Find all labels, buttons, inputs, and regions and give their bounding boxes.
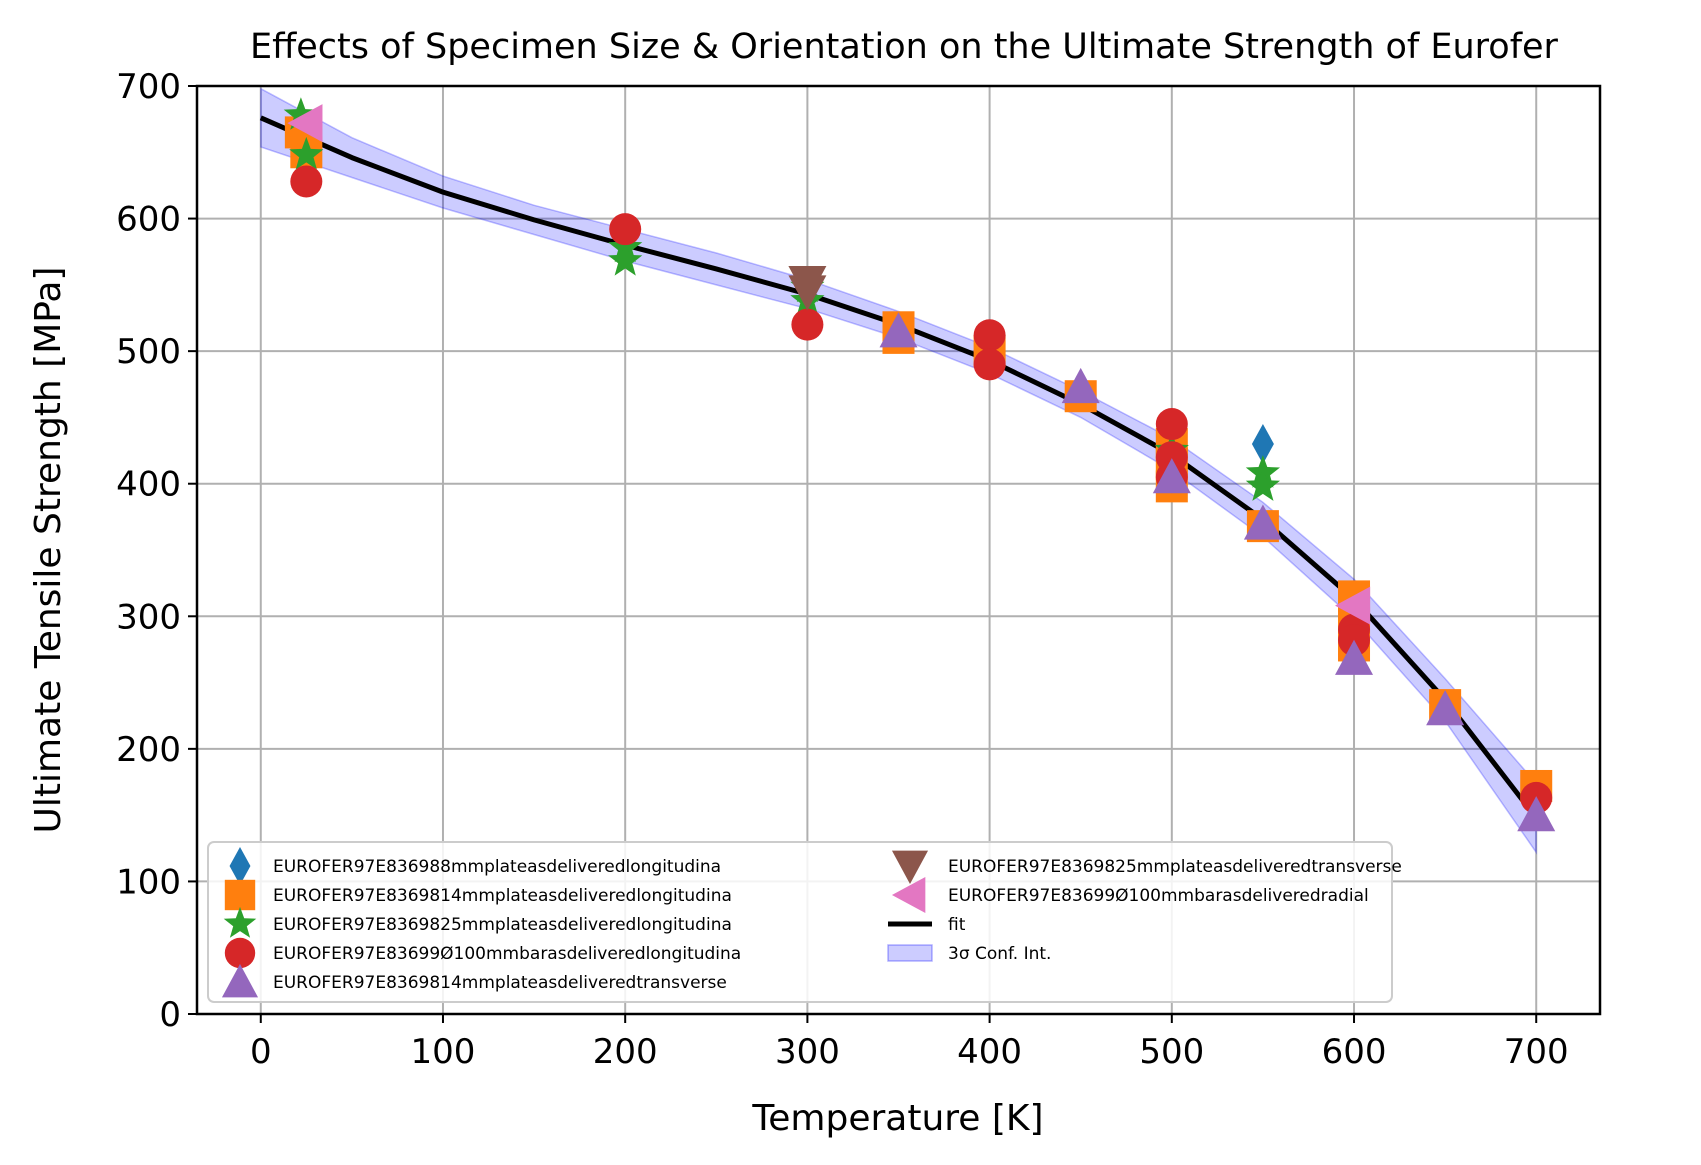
data-point [608, 243, 643, 276]
x-axis-label: Temperature [K] [751, 1098, 1043, 1139]
fit-curve [259, 115, 1539, 820]
data-point [1243, 504, 1282, 540]
y-tick-label: 400 [116, 465, 181, 505]
x-tick-label: 400 [957, 1032, 1022, 1072]
legend-label: EUROFER97E836988mmplateasdeliveredlongit… [273, 857, 721, 877]
y-tick-label: 100 [116, 862, 181, 902]
series-6 [287, 104, 1371, 625]
legend-marker [229, 847, 251, 885]
x-tick-label: 200 [593, 1032, 658, 1072]
y-tick-label: 700 [116, 67, 181, 107]
data-point [1152, 458, 1191, 494]
data-point [283, 97, 318, 130]
x-tick-label: 300 [775, 1032, 840, 1072]
series-5 [788, 266, 827, 311]
x-axis: 0 100 200 300 400 500 600 700 [250, 1014, 1569, 1072]
data-point [1155, 408, 1188, 441]
confidence-band-area [260, 87, 1537, 855]
data-point [1335, 586, 1371, 625]
legend-marker [891, 876, 926, 914]
legend-marker [221, 963, 259, 998]
legend-marker [224, 937, 256, 969]
legend-label: EUROFER97E8369825mmplateasdeliveredlongi… [273, 915, 732, 935]
chart-title: Effects of Specimen Size & Orientation o… [250, 27, 1558, 67]
legend-label: EUROFER97E8369814mmplateasdeliveredlongi… [273, 886, 732, 906]
data-point [287, 104, 323, 143]
series-0 [1251, 423, 1274, 464]
y-tick-label: 0 [159, 995, 181, 1035]
data-point [788, 275, 827, 311]
legend-label: fit [948, 915, 966, 935]
legend-marker [891, 850, 929, 885]
y-tick-label: 200 [116, 730, 181, 770]
data-point [1426, 690, 1465, 726]
legend-marker [223, 906, 257, 938]
legend-label: EUROFER97E83699Ø100mmbarasdeliveredlongi… [273, 944, 741, 964]
confidence-band [260, 87, 1537, 855]
legend: EUROFER97E836988mmplateasdeliveredlongit… [207, 841, 1402, 1003]
y-axis-label: Ultimate Tensile Strength [MPa] [28, 267, 69, 834]
series-3 [290, 165, 1553, 814]
x-tick-label: 600 [1322, 1032, 1387, 1072]
data-point [879, 312, 918, 348]
y-tick-label: 500 [116, 332, 181, 372]
data-point [290, 165, 323, 198]
x-tick-label: 100 [411, 1032, 476, 1072]
data-point [973, 319, 1006, 352]
data-point [1335, 639, 1374, 675]
data-point [1251, 423, 1274, 464]
legend-label: EUROFER97E8369825mmplateasdeliveredtrans… [948, 857, 1402, 877]
data-point [1517, 796, 1556, 832]
y-tick-label: 600 [116, 200, 181, 240]
legend-patch [887, 944, 933, 962]
data-point [1245, 468, 1280, 501]
data-point [289, 136, 324, 170]
x-tick-label: 0 [250, 1032, 272, 1072]
legend-box [207, 841, 1393, 1003]
data-point [1061, 367, 1100, 404]
data-point [791, 308, 824, 341]
legend-label: 3σ Conf. Int. [948, 944, 1051, 964]
fit-line [259, 115, 1539, 820]
x-tick-label: 700 [1504, 1032, 1569, 1072]
plot-frame [195, 84, 1602, 1016]
data-point [973, 348, 1006, 381]
y-axis: 0 100 200 300 400 500 600 700 [116, 67, 197, 1035]
data-point [609, 213, 642, 246]
data-points [283, 97, 1556, 832]
y-tick-label: 300 [116, 597, 181, 637]
x-tick-label: 500 [1139, 1032, 1204, 1072]
legend-marker [224, 879, 256, 911]
legend-label: EUROFER97E8369814mmplateasdeliveredtrans… [273, 973, 727, 993]
series-4 [879, 312, 1556, 832]
legend-label: EUROFER97E83699Ø100mmbarasdeliveredradia… [948, 886, 1369, 906]
